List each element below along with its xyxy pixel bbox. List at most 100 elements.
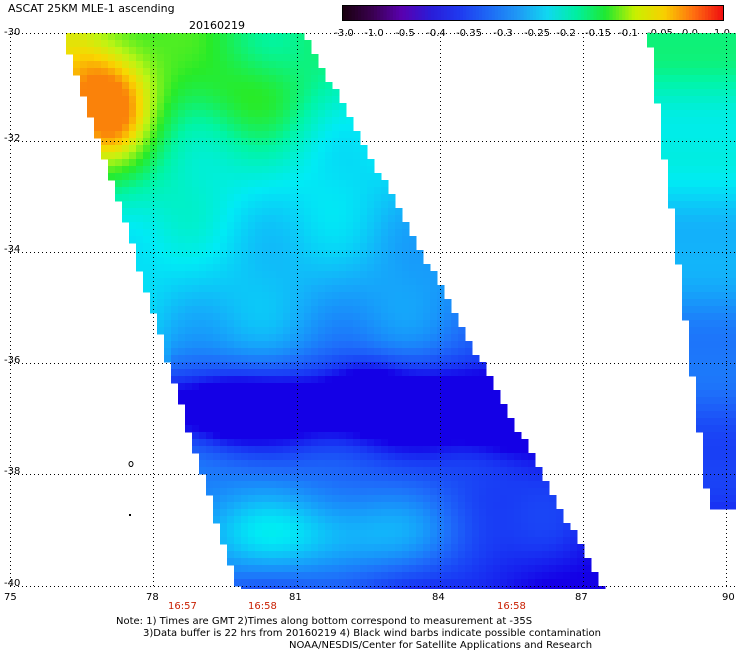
swath-cell xyxy=(388,397,396,405)
swath-cell xyxy=(423,355,431,363)
swath-cell xyxy=(283,467,291,475)
swath-cell xyxy=(283,68,291,76)
swath-cell xyxy=(276,180,284,188)
swath-cell xyxy=(220,201,228,209)
swath-cell xyxy=(409,285,417,293)
swath-cell xyxy=(269,194,277,202)
swath-cell xyxy=(661,138,669,146)
swath-cell xyxy=(325,306,333,314)
swath-cell xyxy=(185,411,193,419)
swath-cell xyxy=(276,208,284,216)
swath-cell xyxy=(164,131,172,139)
swath-cell xyxy=(451,404,459,412)
swath-cell xyxy=(157,222,165,230)
swath-cell xyxy=(143,68,151,76)
swath-cell xyxy=(150,89,158,97)
swath-cell xyxy=(234,383,242,391)
lon-label-90: 90 xyxy=(722,592,735,603)
swath-cell xyxy=(206,257,214,265)
swath-cell xyxy=(269,558,277,566)
swath-cell xyxy=(143,82,151,90)
swath-cell xyxy=(416,327,424,335)
swath-cell xyxy=(297,110,305,118)
swath-cell xyxy=(178,131,186,139)
swath-cell xyxy=(227,390,235,398)
swath-cell xyxy=(360,229,368,237)
swath-cell xyxy=(423,397,431,405)
swath-cell xyxy=(227,292,235,300)
swath-cell xyxy=(703,103,711,111)
swath-cell xyxy=(185,103,193,111)
swath-cell xyxy=(528,474,536,482)
swath-cell xyxy=(325,194,333,202)
swath-cell xyxy=(255,103,263,111)
swath-cell xyxy=(304,355,312,363)
swath-cell xyxy=(206,145,214,153)
swath-cell xyxy=(367,502,375,510)
swath-cell xyxy=(164,257,172,265)
swath-cell xyxy=(178,110,186,118)
colorbar-swatch xyxy=(443,5,448,21)
swath-cell xyxy=(444,369,452,377)
swath-cell xyxy=(689,194,697,202)
product-title: ASCAT 25KM MLE-1 ascending xyxy=(8,2,175,15)
swath-cell xyxy=(304,271,312,279)
swath-cell xyxy=(164,236,172,244)
swath-cell xyxy=(262,89,270,97)
swath-cell xyxy=(367,194,375,202)
swath-cell xyxy=(570,586,578,589)
swath-cell xyxy=(199,82,207,90)
swath-cell xyxy=(353,425,361,433)
pass-time-1: 16:57 xyxy=(168,601,197,612)
swath-cell xyxy=(696,418,704,426)
swath-cell xyxy=(206,173,214,181)
swath-cell xyxy=(80,40,88,48)
swath-cell xyxy=(444,558,452,566)
swath-cell xyxy=(283,537,291,545)
swath-cell xyxy=(136,61,144,69)
swath-cell xyxy=(101,33,109,41)
swath-cell xyxy=(171,124,179,132)
swath-cell xyxy=(276,306,284,314)
swath-cell xyxy=(178,299,186,307)
swath-cell xyxy=(332,530,340,538)
swath-cell xyxy=(199,75,207,83)
swath-cell xyxy=(689,152,697,160)
swath-cell xyxy=(717,383,725,391)
swath-cell xyxy=(682,306,690,314)
swath-cell xyxy=(325,89,333,97)
swath-cell xyxy=(731,292,736,300)
swath-cell xyxy=(283,446,291,454)
swath-cell xyxy=(283,481,291,489)
swath-cell xyxy=(185,285,193,293)
swath-cell xyxy=(164,271,172,279)
swath-cell xyxy=(122,124,130,132)
swath-cell xyxy=(332,236,340,244)
swath-cell xyxy=(430,509,438,517)
swath-cell xyxy=(297,145,305,153)
swath-cell xyxy=(346,502,354,510)
swath-cell xyxy=(318,537,326,545)
swath-cell xyxy=(514,481,522,489)
swath-cell xyxy=(115,152,123,160)
swath-cell xyxy=(297,586,305,589)
swath-cell xyxy=(269,383,277,391)
swath-cell xyxy=(696,215,704,223)
swath-cell xyxy=(262,117,270,125)
colorbar-swatch xyxy=(695,5,700,21)
swath-cell xyxy=(724,33,732,41)
swath-cell xyxy=(570,544,578,552)
swath-cell xyxy=(360,264,368,272)
swath-cell xyxy=(248,439,256,447)
swath-cell xyxy=(108,47,116,55)
swath-cell xyxy=(717,131,725,139)
swath-cell xyxy=(465,565,473,573)
swath-cell xyxy=(430,544,438,552)
swath-cell xyxy=(710,341,718,349)
swath-cell xyxy=(178,47,186,55)
swath-cell xyxy=(220,96,228,104)
swath-cell xyxy=(416,320,424,328)
colorbar-swatch xyxy=(412,5,416,21)
swath-cell xyxy=(311,110,319,118)
swath-cell xyxy=(661,82,669,90)
